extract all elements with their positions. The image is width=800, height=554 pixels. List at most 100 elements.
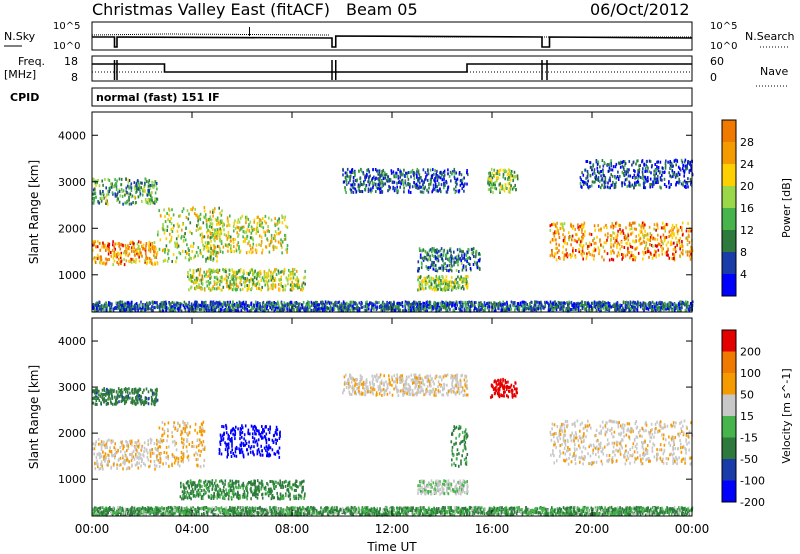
power-cell-2 (196, 215, 199, 219)
power-cell-1 (106, 202, 109, 206)
power-cell-11 (223, 308, 225, 312)
power-cell-11 (212, 303, 214, 306)
power-cell-10 (637, 180, 639, 183)
power-cell-8 (448, 174, 451, 178)
power-cell-10 (587, 179, 589, 183)
power-cell-10 (635, 162, 637, 166)
power-cell-3 (212, 214, 214, 218)
power-cell-3 (217, 233, 219, 237)
power-cell-4 (236, 288, 238, 291)
power-cell-4 (292, 283, 295, 287)
power-cell-1 (127, 199, 129, 203)
power-cell-5 (457, 275, 459, 279)
power-cell-7 (487, 188, 490, 192)
power-cell-11 (288, 308, 290, 312)
power-cell-11 (318, 309, 320, 313)
power-cell-0 (144, 247, 147, 251)
power-cell-10 (596, 162, 599, 166)
power-cell-11 (655, 308, 657, 312)
power-cell-5 (464, 279, 467, 283)
power-cell-11 (440, 307, 442, 311)
power-cell-7 (514, 183, 516, 187)
power-cell-1 (139, 192, 142, 196)
power-cell-11 (604, 302, 606, 306)
power-cell-8 (439, 170, 442, 174)
power-cell-2 (197, 223, 200, 227)
power-cell-11 (110, 308, 112, 312)
power-cell-2 (212, 210, 214, 214)
power-cell-2 (190, 207, 192, 211)
power-cell-2 (214, 233, 217, 236)
power-cell-0 (150, 261, 153, 265)
power-cell-11 (667, 302, 669, 306)
power-cell-9 (603, 258, 605, 262)
power-cell-11 (171, 309, 173, 313)
power-cell-11 (327, 300, 329, 304)
power-cell-6 (466, 260, 468, 264)
power-cell-11 (461, 309, 463, 313)
power-cell-3 (278, 220, 281, 224)
power-cell-10 (668, 181, 670, 185)
power-cell-0 (138, 244, 140, 248)
power-cell-9 (643, 226, 645, 230)
power-cell-5 (436, 288, 438, 292)
power-cell-9 (582, 233, 585, 237)
power-cell-10 (589, 174, 592, 178)
power-cell-10 (636, 159, 638, 163)
power-cell-0 (137, 240, 140, 244)
power-cell-9 (549, 224, 552, 228)
power-cell-4 (188, 277, 190, 281)
power-cell-9 (626, 235, 628, 239)
power-cell-9 (665, 235, 668, 239)
power-cell-11 (461, 300, 464, 304)
power-cell-4 (289, 288, 292, 292)
power-cell-8 (393, 175, 396, 179)
power-cell-9 (646, 232, 649, 236)
power-cell-4 (297, 283, 300, 287)
power-cell-0 (136, 242, 139, 246)
power-cell-9 (558, 236, 561, 239)
power-cell-11 (639, 305, 642, 309)
power-cell-9 (581, 249, 584, 253)
power-cell-4 (280, 283, 282, 287)
power-cell-9 (655, 255, 657, 259)
power-cell-11 (625, 300, 628, 304)
power-cell-11 (600, 308, 602, 312)
power-cell-10 (611, 174, 614, 178)
power-cell-11 (409, 305, 412, 309)
power-cell-11 (391, 303, 393, 307)
power-cell-7 (510, 172, 512, 176)
power-cell-3 (240, 227, 242, 231)
power-cell-11 (430, 304, 433, 308)
power-cell-4 (231, 268, 233, 272)
power-cell-10 (626, 184, 629, 188)
power-cell-1 (142, 189, 144, 193)
power-cell-5 (418, 284, 421, 288)
power-cell-2 (157, 230, 159, 234)
power-cell-8 (370, 190, 372, 194)
power-cell-7 (490, 190, 492, 194)
power-cell-3 (211, 222, 213, 226)
power-cell-4 (198, 286, 201, 289)
power-cell-1 (156, 197, 159, 201)
power-cell-3 (212, 249, 214, 253)
power-cell-2 (212, 259, 214, 262)
power-cell-10 (627, 170, 629, 174)
power-cell-4 (234, 270, 236, 274)
power-cell-3 (245, 230, 248, 234)
power-cell-3 (225, 234, 228, 238)
power-cell-8 (393, 180, 396, 184)
power-cell-9 (589, 241, 591, 245)
power-cell-6 (424, 249, 427, 253)
power-cell-4 (195, 286, 197, 290)
power-cell-11 (449, 302, 451, 306)
power-cell-11 (601, 304, 604, 308)
power-cell-7 (492, 190, 494, 194)
power-cell-11 (583, 304, 585, 308)
power-cell-1 (127, 184, 129, 188)
power-cell-0 (97, 240, 99, 243)
power-cell-4 (196, 278, 198, 282)
power-cell-3 (248, 223, 250, 227)
power-cell-9 (631, 245, 634, 249)
power-cell-1 (136, 189, 138, 193)
